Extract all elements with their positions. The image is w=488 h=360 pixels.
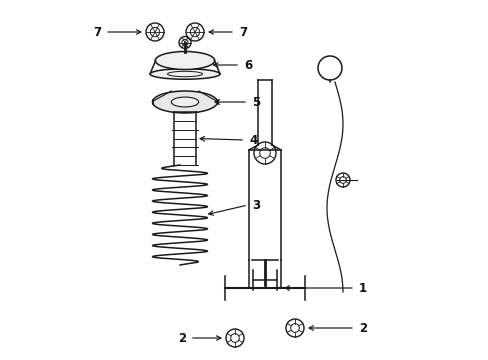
Text: 2: 2 <box>178 332 185 345</box>
Text: 1: 1 <box>358 282 366 294</box>
Text: 4: 4 <box>248 134 257 147</box>
Ellipse shape <box>155 51 214 69</box>
Text: 6: 6 <box>244 59 252 72</box>
Text: 7: 7 <box>93 26 101 39</box>
Text: 7: 7 <box>239 26 246 39</box>
Text: 5: 5 <box>251 95 260 108</box>
Text: 2: 2 <box>358 321 366 334</box>
Ellipse shape <box>171 97 198 107</box>
Ellipse shape <box>152 91 217 113</box>
Ellipse shape <box>150 69 220 79</box>
Text: 3: 3 <box>251 198 260 212</box>
